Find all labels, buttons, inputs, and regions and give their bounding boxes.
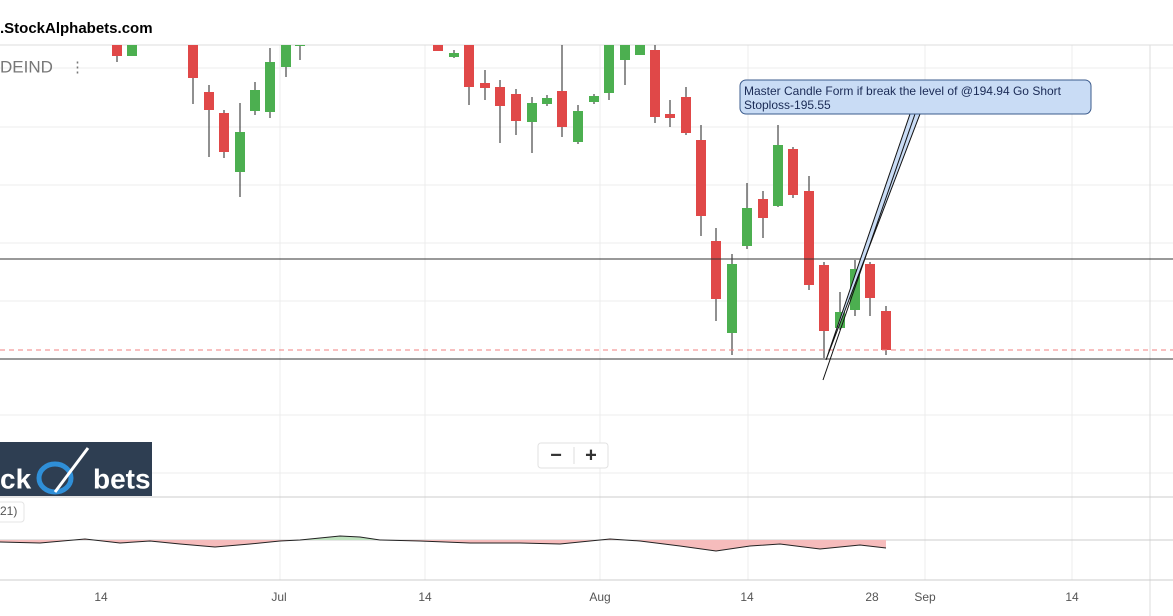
candles (112, 45, 891, 358)
logo-box (0, 442, 152, 496)
candle-body (696, 140, 706, 216)
candle-body (711, 241, 721, 299)
time-label: 28 (865, 590, 879, 604)
zoom-out-button[interactable]: − (550, 444, 562, 466)
callout-box (739, 79, 1092, 115)
candle-body (681, 97, 691, 133)
symbol: DEIND (0, 57, 53, 76)
time-label: 14 (94, 590, 108, 604)
candle-body (112, 45, 122, 56)
candle-body (604, 45, 614, 93)
candle-body (573, 111, 583, 142)
candle-body (773, 145, 783, 206)
time-label: 14 (418, 590, 432, 604)
annotation-line: Stoploss-195.55 (744, 98, 831, 112)
callout-pointer (825, 113, 921, 361)
candle-body (881, 311, 891, 350)
candle-body (557, 91, 567, 127)
candle-body (295, 45, 305, 46)
candle-body (850, 269, 860, 310)
logo-arrow (53, 447, 90, 493)
candle-body (650, 50, 660, 117)
candle-body (819, 265, 829, 331)
candle-body (480, 83, 490, 88)
indicator-fill-neg (0, 539, 300, 547)
candle-body (665, 114, 675, 118)
indicator-line (0, 535, 887, 552)
annotation-line: Master Candle Form if break the level of… (744, 84, 1062, 98)
watermark: .StockAlphabets.com (0, 20, 153, 37)
time-label: Jul (271, 590, 286, 604)
callout-line (822, 113, 916, 381)
candle-body (527, 103, 537, 122)
time-label: 14 (740, 590, 754, 604)
candle-body (511, 94, 521, 121)
candle-body (727, 264, 737, 333)
indicator-legend (0, 501, 25, 523)
time-label: 14 (1065, 590, 1079, 604)
candle-body (127, 45, 137, 56)
candle-body (188, 45, 198, 78)
candle-body (281, 45, 291, 67)
candle-body (219, 113, 229, 152)
indicator-fill-neg (380, 539, 886, 551)
candle-body (865, 264, 875, 298)
candle-body (542, 98, 552, 104)
time-label: Aug (589, 590, 610, 604)
candle-body (204, 92, 214, 110)
candle-body (449, 53, 459, 57)
menu-dots[interactable]: ⋮ (70, 59, 85, 76)
indicator-label: 21) (0, 504, 17, 518)
time-label: Sep (914, 590, 936, 604)
candle-body (433, 45, 443, 51)
logo-text: bets (93, 463, 151, 494)
grid (0, 45, 1173, 580)
zoom-in-button[interactable]: + (585, 444, 597, 466)
candle-body (635, 45, 645, 55)
logo-text: ck (0, 463, 32, 494)
candle-body (620, 45, 630, 60)
candle-body (464, 45, 474, 87)
candle-body (495, 87, 505, 106)
candle-body (788, 149, 798, 195)
candle-body (250, 90, 260, 111)
candle-body (265, 62, 275, 112)
candle-body (589, 96, 599, 102)
candle-body (758, 199, 768, 218)
zoom-group (537, 442, 609, 469)
candle-body (742, 208, 752, 246)
candle-body (804, 191, 814, 285)
candle-body (235, 132, 245, 172)
